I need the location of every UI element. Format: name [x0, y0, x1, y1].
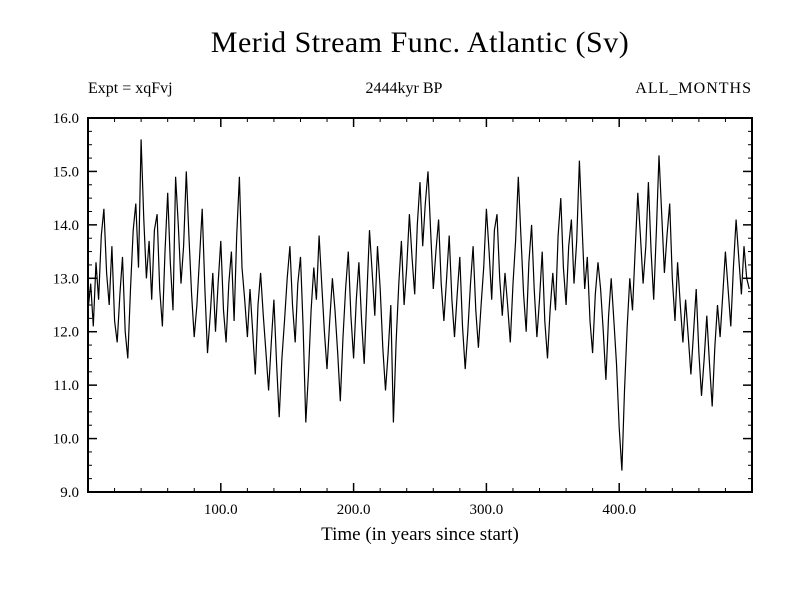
chart-title: Merid Stream Func. Atlantic (Sv) [210, 26, 630, 59]
y-tick-label: 9.0 [60, 485, 79, 501]
x-tick-label: 300.0 [470, 502, 504, 518]
y-tick-label: 10.0 [53, 432, 79, 448]
y-tick-label: 16.0 [53, 111, 79, 127]
x-axis-title: Time (in years since start) [321, 524, 519, 545]
chart-subheader: Expt = xqFvj 2444kyr BP ALL_MONTHS [88, 80, 752, 98]
y-tick-label: 13.0 [53, 271, 79, 287]
x-tick-label: 400.0 [602, 502, 636, 518]
timeseries-line [87, 139, 750, 471]
axes-frame [87, 117, 753, 493]
x-tick-label: 100.0 [204, 502, 238, 518]
y-tick-label: 15.0 [53, 164, 79, 180]
y-tick-label: 11.0 [53, 378, 79, 394]
y-tick-label: 14.0 [53, 218, 79, 234]
period-label: 2444kyr BP [365, 80, 443, 97]
y-tick-label: 12.0 [53, 325, 79, 341]
experiment-label: Expt = xqFvj [88, 80, 173, 97]
months-label: ALL_MONTHS [635, 80, 752, 97]
x-tick-label: 200.0 [337, 502, 371, 518]
